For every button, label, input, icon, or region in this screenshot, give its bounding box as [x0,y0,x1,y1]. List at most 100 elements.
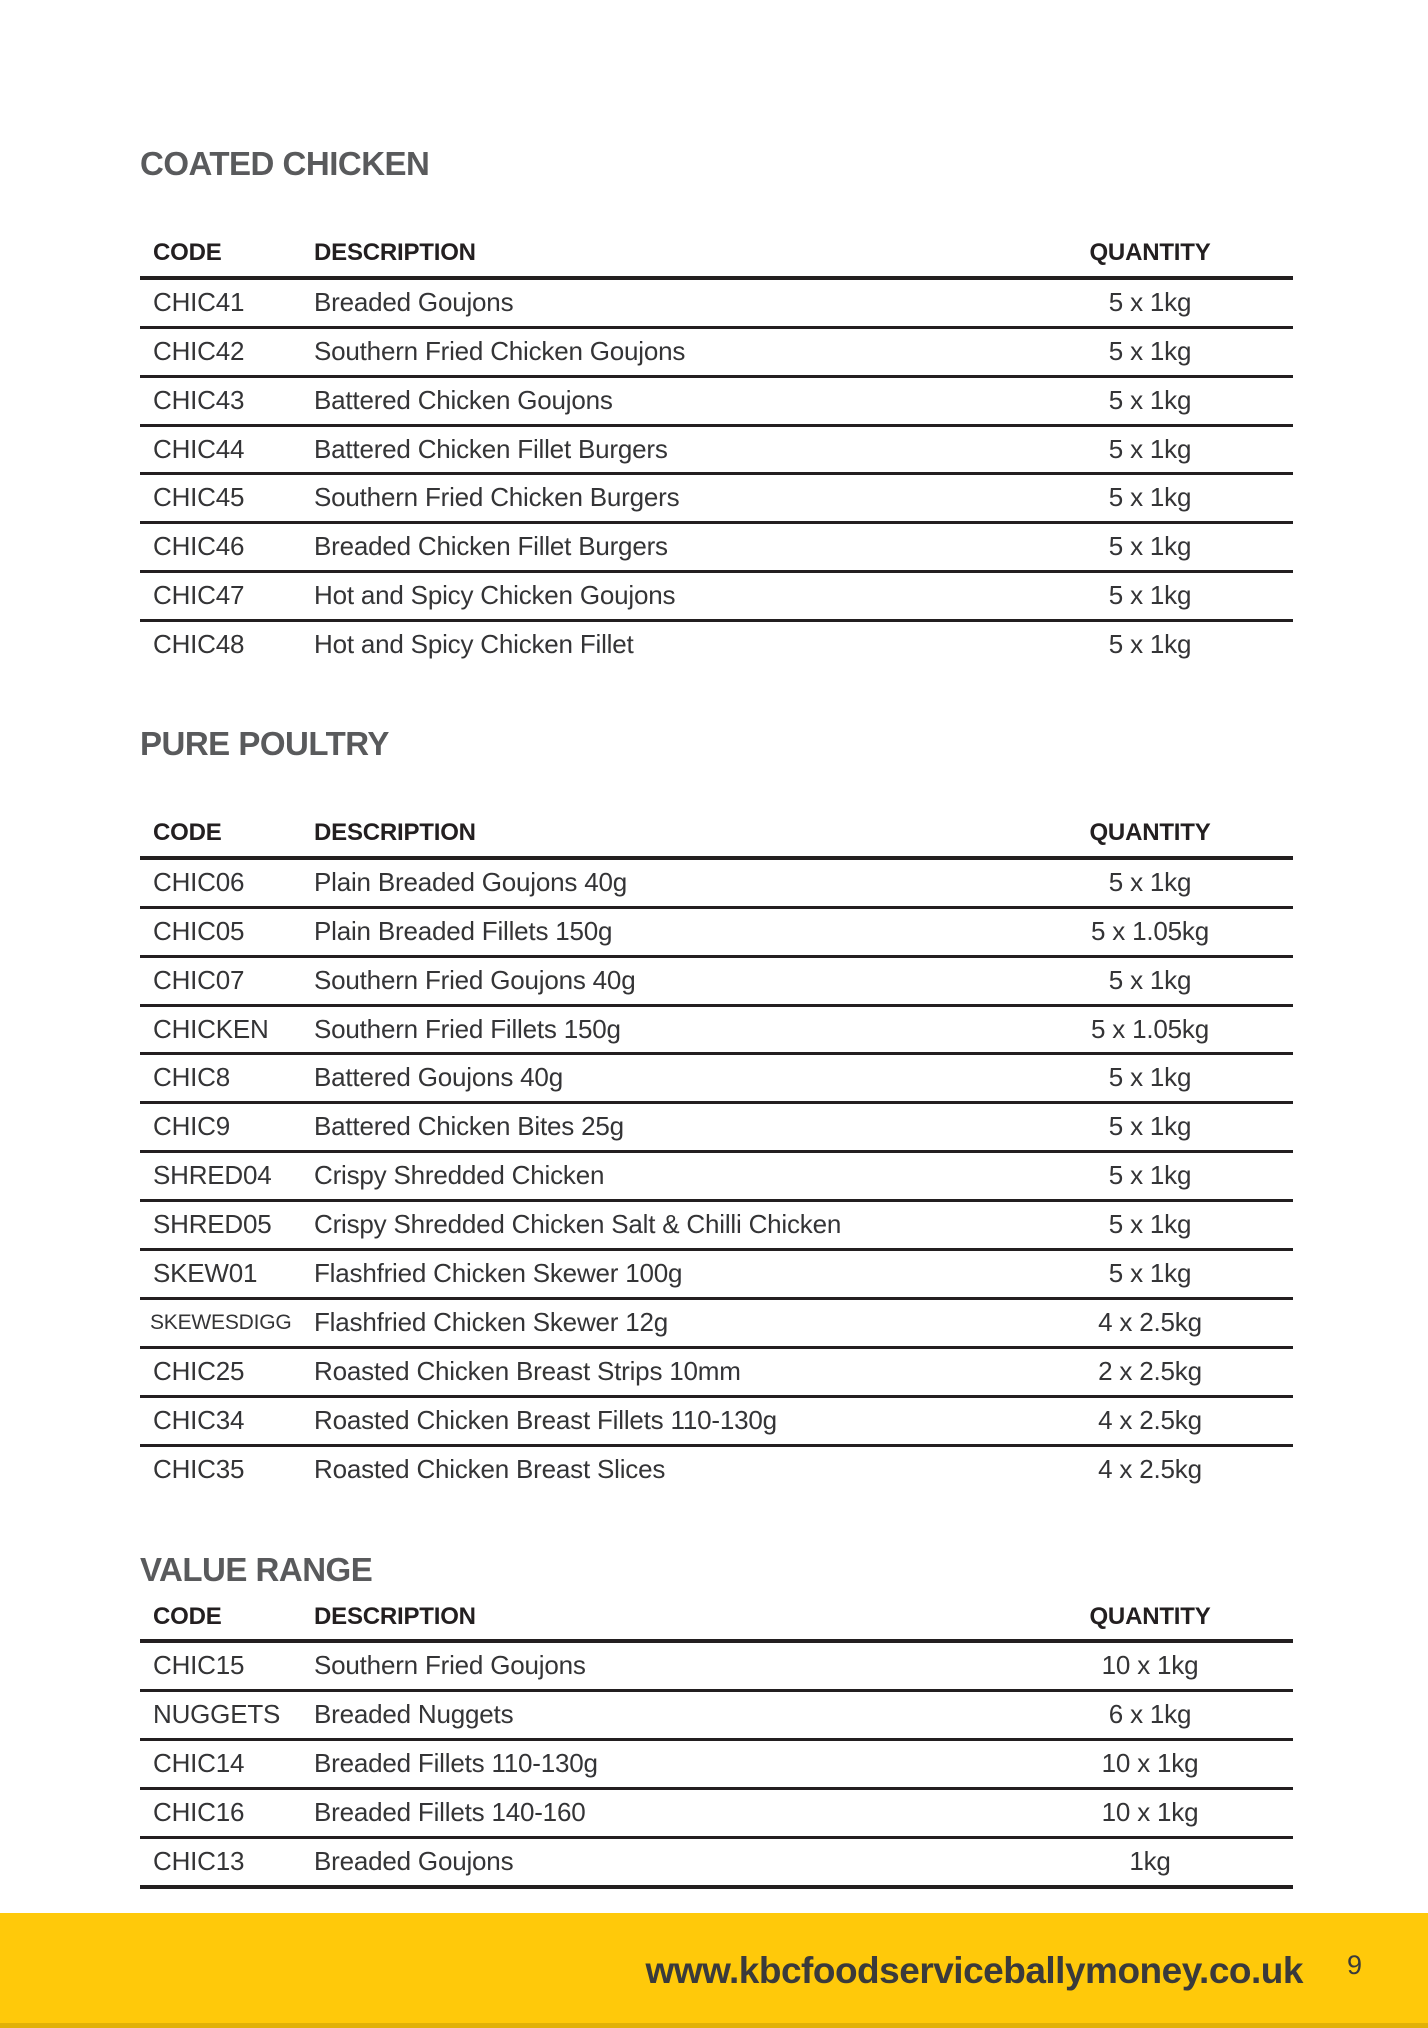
product-code: CHIC07 [140,956,314,1007]
table-header-row: CODE DESCRIPTION QUANTITY [140,819,1293,860]
product-code: SKEWESDIGG [140,1298,314,1349]
product-quantity: 5 x 1kg [1007,277,1293,329]
product-description: Breaded Fillets 140-160 [314,1788,1007,1839]
product-description: Southern Fried Goujons 40g [314,956,1007,1007]
product-code: CHIC13 [140,1837,314,1889]
product-code: CHIC48 [153,629,245,660]
product-quantity: 1kg [1007,1837,1293,1889]
page-number: 9 [1346,1950,1362,1980]
product-code: CHICKEN [140,1005,314,1056]
product-code: SHRED04 [140,1151,314,1203]
page-content: COATED CHICKEN CODE DESCRIPTION QUANTITY… [140,145,1293,1889]
table-row: SKEWESDIGG Flashfried Chicken Skewer 12g… [140,1298,1293,1349]
product-description: Battered Goujons 40g [314,1053,1007,1105]
table-row: CHIC46 Breaded Chicken Fillet Burgers 5 … [140,522,1293,574]
product-description: Southern Fried Fillets 150g [314,1005,1007,1056]
table-row: CHIC16 Breaded Fillets 140-160 10 x 1kg [140,1788,1293,1839]
table-row: CHIC15 Southern Fried Goujons 10 x 1kg [140,1641,1293,1693]
product-description: Breaded Chicken Fillet Burgers [314,522,1007,574]
table-row: CHIC43 Battered Chicken Goujons 5 x 1kg [140,376,1293,427]
product-description: Plain Breaded Fillets 150g [314,907,1007,958]
product-code: CHIC41 [140,277,314,329]
product-quantity: 4 x 2.5kg [1007,1298,1293,1349]
table-row: CHIC06 Plain Breaded Goujons 40g 5 x 1kg [140,857,1293,909]
table-row: SHRED05 Crispy Shredded Chicken Salt & C… [140,1200,1293,1252]
product-quantity: 5 x 1kg [1007,956,1293,1007]
product-code: CHIC9 [140,1102,314,1154]
product-description: Southern Fried Chicken Burgers [314,473,1007,525]
section-title: VALUE RANGE [140,1551,373,1589]
product-code: CHIC05 [140,907,314,958]
table-row: CHIC9 Battered Chicken Bites 25g 5 x 1kg [140,1102,1293,1154]
product-code: CHIC34 [140,1396,314,1447]
product-code: CHIC14 [140,1739,314,1791]
column-header-quantity: QUANTITY [1007,1602,1293,1644]
product-quantity: 5 x 1kg [1007,857,1293,909]
product-code: CHIC45 [140,473,314,525]
product-quantity: 5 x 1kg [1007,1249,1293,1300]
product-code: CHIC44 [140,425,314,476]
product-description: Battered Chicken Goujons [314,376,1007,427]
table-body: CHIC06 Plain Breaded Goujons 40g 5 x 1kg… [140,857,1293,1493]
product-description: Breaded Fillets 110-130g [314,1739,1007,1791]
product-code: CHIC42 [140,327,314,378]
product-description: Hot and Spicy Chicken Fillet [314,629,634,660]
product-description: Roasted Chicken Breast Fillets 110-130g [314,1396,1007,1447]
product-code: SHRED05 [140,1200,314,1252]
product-description: Southern Fried Chicken Goujons [314,327,1007,378]
product-quantity: 5 x 1kg [1007,571,1293,623]
product-quantity: 4 x 2.5kg [1098,1453,1202,1484]
product-code: CHIC46 [140,522,314,574]
product-description: Southern Fried Goujons [314,1641,1007,1693]
footer-bar: www.kbcfoodserviceballymoney.co.uk 9 [0,1913,1428,2028]
column-header-code: CODE [140,819,314,860]
column-header-description: DESCRIPTION [314,239,1007,280]
product-description: Roasted Chicken Breast Strips 10mm [314,1347,1007,1398]
product-quantity: 5 x 1kg [1007,327,1293,378]
column-header-quantity: QUANTITY [1007,819,1293,860]
product-description: Breaded Nuggets [314,1690,1007,1742]
product-quantity: 5 x 1kg [1108,629,1192,660]
product-quantity: 4 x 2.5kg [1007,1396,1293,1447]
product-description: Breaded Goujons [314,277,1007,329]
product-code: NUGGETS [140,1690,314,1742]
product-table: CODE DESCRIPTION QUANTITY CHIC06 Plain B… [140,819,1293,1492]
product-quantity: 5 x 1kg [1007,1200,1293,1252]
table-row: CHIC25 Roasted Chicken Breast Strips 10m… [140,1347,1293,1398]
table-row: CHIC35 Roasted Chicken Breast Slices 4 x… [140,1445,1293,1492]
product-code: CHIC43 [140,376,314,427]
table-body: CHIC41 Breaded Goujons 5 x 1kg CHIC42 So… [140,277,1293,668]
table-row: CHIC44 Battered Chicken Fillet Burgers 5… [140,425,1293,476]
product-table: CODE DESCRIPTION QUANTITY CHIC15 Souther… [140,1602,1293,1889]
table-row: CHIC42 Southern Fried Chicken Goujons 5 … [140,327,1293,378]
product-section: VALUE RANGE CODE DESCRIPTION QUANTITY CH… [140,1551,1293,1889]
product-code: CHIC16 [140,1788,314,1839]
column-header-description: DESCRIPTION [314,819,1007,860]
table-body: CHIC15 Southern Fried Goujons 10 x 1kg N… [140,1641,1293,1889]
product-quantity: 5 x 1kg [1007,1151,1293,1203]
table-header-row: CODE DESCRIPTION QUANTITY [140,1602,1293,1644]
product-code: CHIC47 [140,571,314,623]
product-code: CHIC8 [140,1053,314,1105]
table-row: CHIC47 Hot and Spicy Chicken Goujons 5 x… [140,571,1293,623]
table-row: CHIC45 Southern Fried Chicken Burgers 5 … [140,473,1293,525]
column-header-description: DESCRIPTION [314,1602,1007,1644]
product-quantity: 5 x 1kg [1007,425,1293,476]
table-row: CHIC41 Breaded Goujons 5 x 1kg [140,277,1293,329]
table-header: CODE DESCRIPTION QUANTITY [140,239,1293,280]
column-header-code: CODE [140,239,314,280]
product-quantity: 5 x 1.05kg [1007,907,1293,958]
product-code: SKEW01 [140,1249,314,1300]
table-row: CHIC8 Battered Goujons 40g 5 x 1kg [140,1053,1293,1105]
table-header: CODE DESCRIPTION QUANTITY [140,819,1293,860]
column-header-quantity: QUANTITY [1007,239,1293,280]
footer-website-link[interactable]: www.kbcfoodserviceballymoney.co.uk [645,1949,1304,1991]
table-row: CHIC05 Plain Breaded Fillets 150g 5 x 1.… [140,907,1293,958]
table-row: NUGGETS Breaded Nuggets 6 x 1kg [140,1690,1293,1742]
table-row: CHIC14 Breaded Fillets 110-130g 10 x 1kg [140,1739,1293,1791]
product-code: CHIC25 [140,1347,314,1398]
product-description: Plain Breaded Goujons 40g [314,857,1007,909]
product-quantity: 6 x 1kg [1007,1690,1293,1742]
table-row: SHRED04 Crispy Shredded Chicken 5 x 1kg [140,1151,1293,1203]
